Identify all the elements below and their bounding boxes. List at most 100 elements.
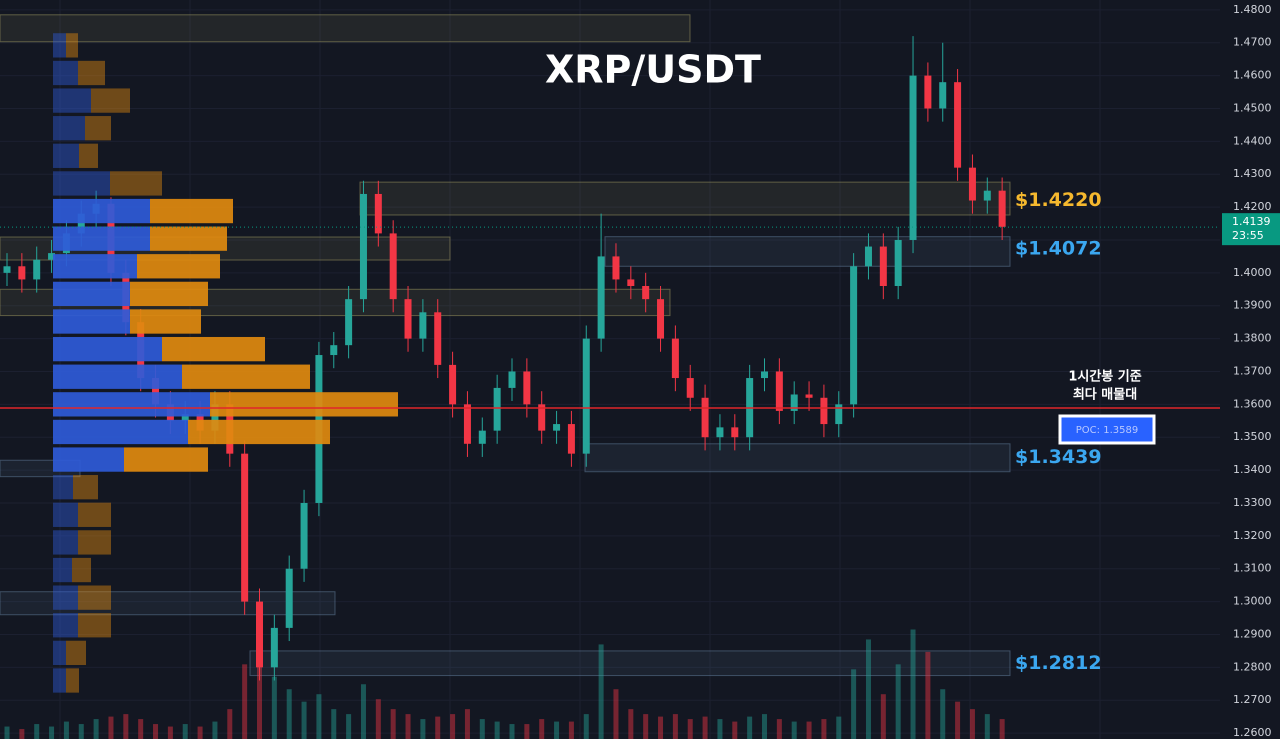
candle-body: [404, 299, 412, 339]
volume-bar: [791, 721, 797, 739]
volume-bar: [494, 721, 500, 739]
volume-bar: [821, 719, 827, 739]
volume-bar: [999, 719, 1005, 739]
candle-body: [701, 397, 709, 438]
poc-label: POC: 1.3589: [1076, 425, 1138, 436]
profile-buy: [53, 33, 66, 58]
volume-bar: [539, 719, 545, 739]
volume-bar: [895, 664, 901, 739]
volume-bar: [49, 726, 55, 739]
profile-sell: [66, 640, 86, 666]
y-tick-label: 1.3200: [1233, 529, 1272, 542]
candle-body: [894, 239, 902, 287]
profile-buy: [53, 557, 72, 583]
y-tick-label: 1.3300: [1233, 496, 1272, 509]
volume-bar: [138, 719, 144, 739]
volume-bar: [316, 694, 322, 739]
volume-bar: [464, 709, 470, 739]
candle-body: [642, 286, 650, 300]
candle-body: [211, 404, 219, 431]
candle-body: [48, 253, 56, 260]
volume-bar: [554, 721, 560, 739]
candle-body: [716, 427, 724, 438]
profile-sell: [73, 475, 98, 500]
candle-body: [612, 256, 620, 280]
profile-sell: [150, 226, 227, 251]
profile-buy: [53, 364, 182, 389]
y-tick-label: 1.2900: [1233, 627, 1272, 640]
y-tick-label: 1.4200: [1233, 200, 1272, 213]
candle-body: [270, 627, 278, 668]
volume-bar: [420, 719, 426, 739]
profile-sell: [188, 419, 330, 445]
volume-bar: [687, 719, 693, 739]
y-tick-label: 1.4000: [1233, 266, 1272, 279]
zone: [0, 14, 691, 43]
candle-body: [256, 601, 263, 668]
annotation: 최다 매물대: [1073, 387, 1137, 403]
poc-box: [1058, 414, 1156, 445]
candle-body: [345, 299, 353, 346]
profile-sell: [78, 585, 111, 610]
profile-sell: [72, 557, 91, 583]
candle-body: [775, 371, 783, 411]
countdown: 23:55: [1232, 229, 1264, 242]
profile-buy: [53, 475, 73, 500]
candle-body: [359, 193, 367, 300]
candle-body: [879, 246, 887, 287]
profile-sell: [78, 60, 105, 86]
profile-sell: [182, 364, 310, 389]
candle-body: [181, 414, 189, 421]
volume-bar: [702, 716, 708, 739]
candle-body: [478, 430, 486, 444]
zone: [604, 236, 1011, 267]
profile-sell: [66, 668, 79, 693]
volume-bar: [479, 719, 485, 739]
volume-bar: [851, 669, 857, 739]
candle-body: [954, 82, 962, 168]
profile-buy: [53, 419, 188, 445]
volume-bar: [123, 714, 129, 739]
candle-body: [983, 190, 991, 201]
y-tick-label: 1.3400: [1233, 463, 1272, 476]
candle-body: [998, 190, 1006, 227]
candle-body: [731, 427, 739, 438]
profile-buy: [53, 447, 124, 472]
candle-body: [434, 312, 442, 365]
profile-buy: [53, 585, 78, 610]
volume-bar: [598, 644, 604, 739]
candle-body: [582, 338, 590, 454]
candle-body: [285, 568, 293, 628]
volume-bar: [717, 719, 723, 739]
candle-body: [864, 246, 872, 267]
profile-sell: [124, 447, 208, 472]
candle-body: [790, 394, 798, 411]
volume-bar: [4, 726, 10, 739]
candle-body: [968, 167, 976, 201]
volume-bar: [182, 724, 188, 739]
candle-body: [835, 404, 843, 425]
candle-body: [77, 213, 85, 234]
volume-bar: [167, 726, 173, 739]
y-tick-label: 1.2700: [1233, 693, 1272, 706]
candle-body: [657, 299, 665, 339]
volume-bar: [910, 629, 916, 739]
chart-title: XRP/USDT: [545, 48, 761, 92]
profile-sell: [66, 33, 78, 58]
profile-buy: [53, 226, 150, 251]
y-tick-label: 1.3900: [1233, 299, 1272, 312]
zone-label: $1.2812: [1015, 652, 1102, 674]
volume-bar: [836, 716, 842, 739]
y-tick-label: 1.4600: [1233, 69, 1272, 82]
volume-bar: [658, 716, 664, 739]
volume-bar: [865, 639, 871, 739]
profile-buy: [53, 254, 137, 279]
volume-bar: [405, 714, 411, 739]
profile-sell: [91, 88, 130, 113]
candle-body: [389, 233, 397, 300]
profile-sell: [85, 116, 111, 141]
y-tick-label: 1.4400: [1233, 134, 1272, 147]
volume-bar: [568, 721, 574, 739]
zone-label: $1.4072: [1015, 238, 1102, 260]
volume-bar: [360, 684, 366, 739]
